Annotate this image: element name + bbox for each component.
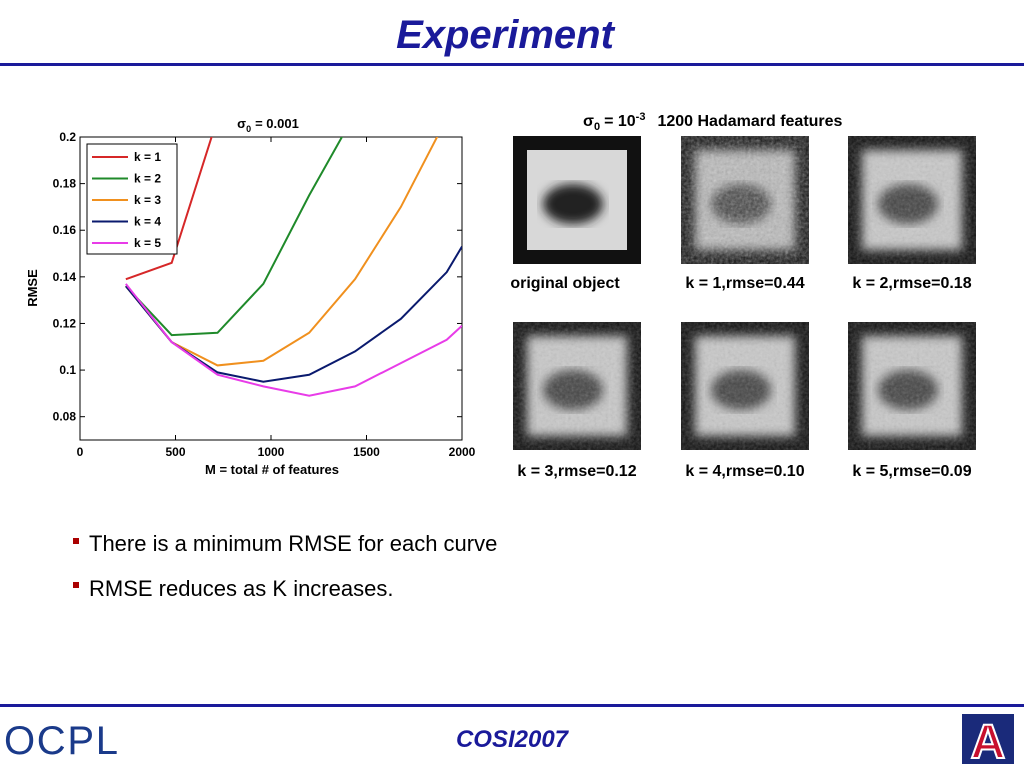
y-tick-label: 0.14 (53, 270, 77, 284)
image-caption: k = 4,rmse=0.10 (685, 463, 804, 480)
x-tick-label: 2000 (449, 445, 476, 459)
image-caption: k = 5,rmse=0.09 (852, 463, 971, 480)
reconstruction-image (513, 322, 641, 450)
x-tick-label: 1000 (258, 445, 285, 459)
university-logo-bg (962, 714, 1014, 764)
sigma-exponent: -3 (636, 111, 646, 123)
image-noise (513, 322, 641, 450)
lines (125, 137, 462, 397)
slide-title: Experiment (396, 13, 616, 57)
reconstruction-image (848, 136, 976, 264)
series-line (125, 137, 344, 337)
title-value: = 0.001 (255, 116, 299, 131)
y-tick-label: 0.16 (53, 223, 77, 237)
conference: COSI2007 (456, 726, 570, 753)
title-rule (0, 63, 1024, 66)
x-tick-label: 500 (165, 445, 185, 459)
legend: k = 1 k = 2 k = 3 k = 4 k = 5 (86, 143, 178, 255)
chart: σ0 = 0.001 M = total # of features RMSE 0… (25, 116, 476, 477)
bullet: RMSE reduces as K increases. (89, 576, 393, 601)
reconstruction-image (681, 136, 809, 264)
y-tick-label: 0.18 (53, 177, 77, 191)
legend-label: k = 4 (134, 215, 161, 229)
sigma-value: = 10 (604, 113, 636, 130)
chart-title: σ0 = 0.001 (237, 116, 299, 134)
y-tick-label: 0.08 (53, 410, 77, 424)
series-line (125, 137, 213, 281)
x-axis-label: M = total # of features (205, 462, 339, 477)
series-line (125, 283, 462, 397)
bullet-marker (73, 582, 79, 588)
image-noise (681, 136, 809, 264)
x-tick-label: 0 (77, 445, 84, 459)
legend-label: k = 5 (134, 236, 161, 250)
y-tick-label: 0.2 (59, 130, 76, 144)
bullet-marker (73, 538, 79, 544)
legend-label: k = 3 (134, 193, 161, 207)
image-noise (848, 136, 976, 264)
features-label: 1200 Hadamard features (657, 113, 842, 130)
footer-rule (0, 704, 1024, 707)
university-logo: A (971, 716, 1006, 768)
y-tick-label: 0.12 (53, 316, 77, 330)
reconstruction-image (848, 322, 976, 450)
image-noise (681, 322, 809, 450)
image-noise (848, 322, 976, 450)
legend-label: k = 2 (134, 172, 161, 186)
image-panel: σ0 = 10-3 1200 Hadamard features original … (510, 111, 976, 480)
image-caption: k = 3,rmse=0.12 (517, 463, 636, 480)
figure-caption: σ0 = 10-3 1200 Hadamard features (583, 111, 843, 133)
bullets: There is a minimum RMSE for each curve R… (73, 531, 497, 601)
image-caption: k = 2,rmse=0.18 (852, 275, 971, 292)
reconstruction-image (513, 136, 641, 264)
image-caption: k = 1,rmse=0.44 (685, 275, 804, 292)
y-axis-label: RMSE (25, 269, 40, 307)
object-blob (543, 184, 603, 224)
sigma-subscript: 0 (594, 121, 600, 133)
legend-label: k = 1 (134, 150, 161, 164)
ocpl-logo: OCPL (4, 719, 118, 763)
title-symbol: σ (237, 116, 246, 131)
sigma-symbol: σ (583, 113, 594, 130)
title-subscript: 0 (246, 124, 251, 134)
bullet: There is a minimum RMSE for each curve (89, 531, 497, 556)
image-caption: original object (510, 275, 620, 292)
reconstruction-image (681, 322, 809, 450)
x-tick-label: 1500 (353, 445, 380, 459)
y-tick-label: 0.1 (59, 363, 76, 377)
